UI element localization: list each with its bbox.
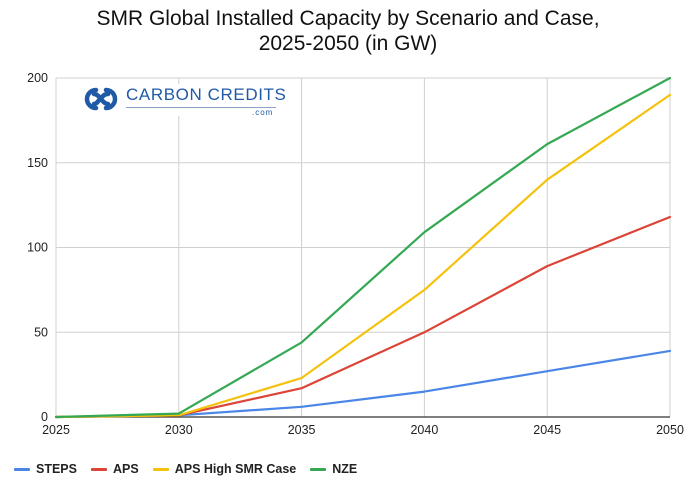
y-tick-label: 200 (27, 71, 48, 85)
chart-legend: STEPS APS APS High SMR Case NZE (14, 460, 371, 478)
logo-subtext: .com (252, 108, 274, 117)
x-tick-label: 2040 (410, 423, 438, 437)
x-tick-label: 2045 (533, 423, 561, 437)
legend-item: NZE (310, 462, 357, 476)
legend-swatch (91, 467, 107, 471)
legend-label: APS (113, 462, 139, 476)
axes: 0 50 100 150 200 2025 2030 2035 2040 2045 2050 (27, 71, 684, 437)
legend-label: APS High SMR Case (174, 462, 297, 476)
legend-label: NZE (332, 462, 358, 476)
chain-link-icon (84, 87, 118, 111)
legend-swatch (14, 467, 30, 471)
carbon-credits-logo: CARBON CREDITS .com (80, 84, 286, 117)
x-tick-label: 2025 (42, 423, 70, 437)
y-tick-label: 150 (27, 156, 48, 170)
legend-item: APS High SMR Case (152, 462, 297, 476)
y-tick-label: 50 (34, 325, 48, 339)
x-tick-label: 2050 (656, 423, 684, 437)
logo-rule (126, 107, 276, 108)
x-tick-label: 2035 (288, 423, 316, 437)
legend-label: STEPS (36, 462, 77, 476)
legend-item: STEPS (14, 462, 77, 476)
logo-text: CARBON CREDITS (126, 85, 287, 104)
legend-swatch (152, 467, 169, 471)
grid-lines (55, 77, 671, 417)
chart-title: SMR Global Installed Capacity by Scenari… (0, 6, 696, 56)
chart-title-line-2: 2025-2050 (in GW) (258, 32, 438, 55)
x-tick-label: 2030 (165, 423, 193, 437)
legend-swatch (310, 467, 327, 471)
series-line-aps-high-smr-case (54, 93, 672, 419)
y-tick-label: 100 (27, 241, 48, 255)
series-lines (54, 76, 672, 419)
chart-title-line-1: SMR Global Installed Capacity by Scenari… (96, 7, 600, 30)
series-line-nze (54, 76, 672, 419)
legend-item: APS (91, 462, 139, 476)
y-tick-label: 0 (41, 410, 48, 424)
